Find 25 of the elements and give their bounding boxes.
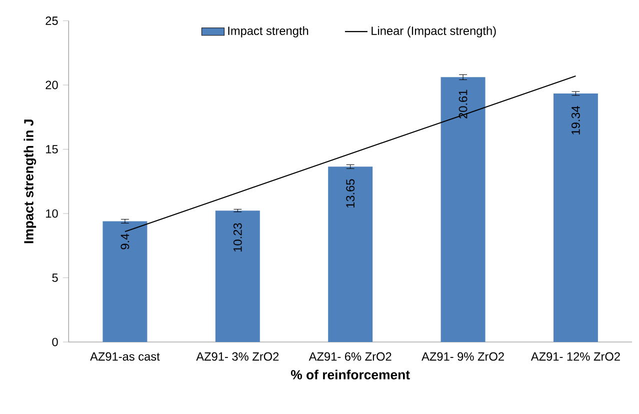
y-tick-label: 20 <box>46 80 58 90</box>
bar <box>102 221 148 342</box>
data-label: 20.61 <box>458 90 468 118</box>
y-tick-label: 0 <box>52 338 58 346</box>
x-tick-label: AZ91- 9% ZrO2 <box>422 352 504 361</box>
bar <box>553 93 598 342</box>
bar <box>440 77 486 342</box>
y-tick-label: 10 <box>46 209 58 218</box>
y-tick-label: 15 <box>46 145 58 154</box>
data-label: 10.23 <box>233 223 242 252</box>
x-tick-label: AZ91- 12% ZrO2 <box>530 352 620 361</box>
y-axis-title: Impact strength in J <box>24 120 36 244</box>
y-tick-label: 25 <box>46 16 58 25</box>
x-tick-label: AZ91-as cast <box>90 352 160 361</box>
x-axis-title: % of reinforcement <box>290 370 410 380</box>
data-label: 13.65 <box>346 179 355 208</box>
y-tick-label: 5 <box>52 274 58 282</box>
x-tick-label: AZ91- 6% ZrO2 <box>308 352 392 361</box>
bar <box>215 210 260 342</box>
data-label: 19.34 <box>572 106 580 134</box>
data-label: 9.4 <box>120 234 130 250</box>
bar <box>328 166 373 342</box>
legend-label: Impact strength <box>228 26 308 38</box>
x-tick-label: AZ91- 3% ZrO2 <box>196 352 279 361</box>
legend-label: Linear (Impact strength) <box>372 26 496 38</box>
